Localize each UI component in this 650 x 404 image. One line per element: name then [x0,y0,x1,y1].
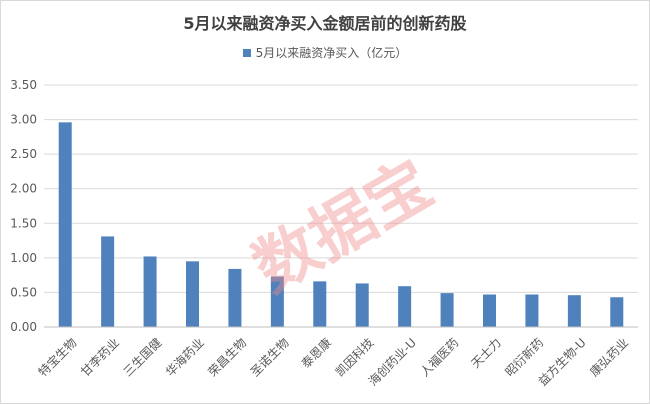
y-tick-label: 2.50 [10,147,37,161]
bar [143,256,157,327]
bar [313,281,327,327]
bar [186,261,199,327]
x-tick-label: 荣昌生物 [205,335,249,379]
x-tick-label: 特宝生物 [35,335,80,380]
x-tick-label: 人福医药 [417,335,462,380]
x-tick-label: 凯因科技 [333,335,377,379]
y-tick-label: 3.50 [10,78,37,92]
watermark: 数据宝 [242,147,445,307]
bar [567,295,581,327]
bar [58,122,72,327]
y-tick-label: 3.00 [10,113,37,127]
x-tick-label: 华海药业 [162,335,207,380]
x-tick-label: 昭衍新药 [502,335,547,380]
bar [440,293,454,327]
chart-title: 5月以来融资净买入金额居前的创新药股 [183,14,467,33]
x-tick-label: 甘李药业 [77,335,122,380]
bar [483,294,496,327]
x-tick-label: 圣诺生物 [248,335,292,379]
legend-label: 5月以来融资净买入（亿元） [255,46,408,60]
y-tick-label: 0.50 [10,285,37,299]
bar [398,286,412,327]
x-tick-label: 泰恩康 [298,335,334,371]
x-tick-label: 三生国健 [121,335,165,379]
bar [270,276,284,327]
watermark-text: 数据宝 [242,147,445,307]
x-tick-label: 康弘药业 [587,335,632,380]
y-tick-label: 0.00 [10,320,37,334]
y-tick-label: 1.00 [10,251,37,265]
y-tick-label: 2.00 [10,182,37,196]
y-axis-ticks: 0.00 0.50 1.00 1.50 2.00 2.50 3.00 3.50 [10,78,37,334]
bars [58,122,624,327]
bar [228,268,242,327]
legend: 5月以来融资净买入（亿元） [0,44,650,61]
x-tick-label: 天士力 [468,335,503,370]
bar [610,297,624,327]
legend-swatch [242,48,251,57]
bar [525,294,539,327]
bar [355,283,369,327]
y-tick-label: 1.50 [10,216,37,230]
bar [101,236,115,327]
